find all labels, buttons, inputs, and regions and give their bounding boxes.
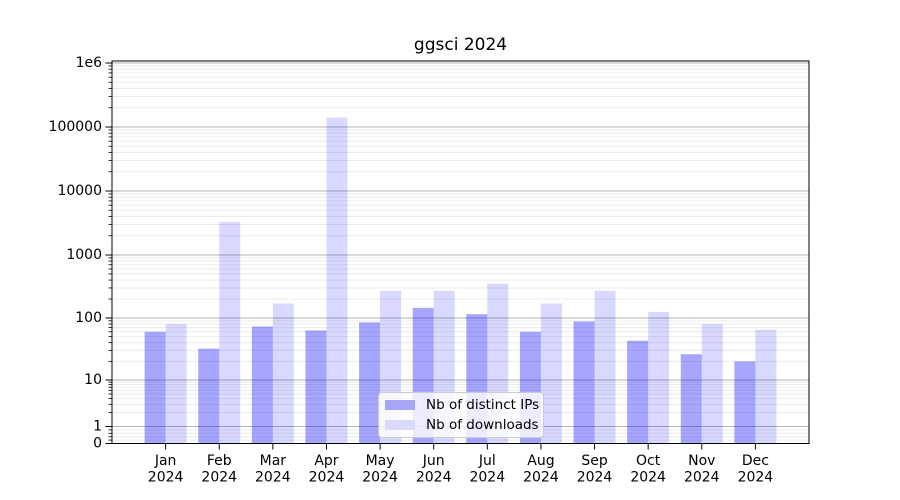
bar-downloads <box>701 324 723 444</box>
x-tick-label-year: 2024 <box>523 470 559 486</box>
y-tick-label: 10000 <box>57 183 102 199</box>
x-tick-label-year: 2024 <box>684 470 720 486</box>
x-tick-label-year: 2024 <box>255 470 291 486</box>
bar-distinct-ips <box>305 330 327 444</box>
bar-downloads <box>648 311 670 444</box>
bar-downloads <box>326 117 348 444</box>
x-tick-label-year: 2024 <box>148 470 184 486</box>
bar-distinct-ips <box>627 340 649 444</box>
x-tick-label-year: 2024 <box>738 470 774 486</box>
x-tick-label-month: Jan <box>154 453 177 469</box>
x-tick-label-year: 2024 <box>309 470 345 486</box>
y-tick-label: 1000 <box>66 247 102 263</box>
x-tick-label-month: Dec <box>742 453 769 469</box>
y-tick-label: 1 <box>93 419 102 435</box>
x-tick-label-year: 2024 <box>201 470 237 486</box>
y-tick-label: 1e6 <box>76 55 103 71</box>
bar-downloads <box>594 290 616 444</box>
legend-swatch-distinct-ips <box>385 400 415 411</box>
legend-label-downloads: Nb of downloads <box>426 416 539 433</box>
bar-distinct-ips <box>734 361 756 444</box>
x-tick-label-month: Sep <box>581 453 608 469</box>
x-tick-label-year: 2024 <box>630 470 666 486</box>
y-tick-label: 100000 <box>49 119 102 135</box>
bar-downloads <box>219 221 241 444</box>
chart-title: ggsci 2024 <box>413 35 508 55</box>
bar-distinct-ips <box>680 354 702 444</box>
x-tick-label-month: Nov <box>688 453 715 469</box>
y-tick-label: 100 <box>75 310 102 326</box>
x-tick-label-year: 2024 <box>577 470 613 486</box>
bar-downloads <box>165 324 187 444</box>
bar-distinct-ips <box>198 348 220 444</box>
x-tick-label-month: Mar <box>260 453 287 469</box>
x-tick-label-month: Jun <box>422 453 445 469</box>
bar-distinct-ips <box>573 321 595 444</box>
x-tick-label-year: 2024 <box>416 470 452 486</box>
bar-downloads <box>755 329 777 444</box>
x-tick-label-year: 2024 <box>362 470 398 486</box>
x-tick-label-month: Feb <box>207 453 232 469</box>
bar-distinct-ips <box>144 331 166 444</box>
x-tick-label-month: Apr <box>314 453 338 469</box>
x-tick-label-year: 2024 <box>469 470 505 486</box>
y-tick-label: 10 <box>84 372 102 388</box>
legend-label-distinct-ips: Nb of distinct IPs <box>426 397 540 414</box>
y-tick-label: 0 <box>93 436 102 452</box>
x-tick-label-month: Oct <box>636 453 661 469</box>
x-tick-label-month: Aug <box>527 453 554 469</box>
bar-downloads <box>540 303 562 444</box>
bar-downloads <box>272 303 294 444</box>
plot-frame <box>111 60 810 444</box>
bar-distinct-ips <box>251 326 273 444</box>
x-tick-label-month: May <box>366 453 395 469</box>
legend: Nb of distinct IPs Nb of downloads <box>378 392 544 438</box>
legend-item-distinct-ips: Nb of distinct IPs <box>385 396 540 414</box>
legend-swatch-downloads <box>385 419 415 430</box>
bar-distinct-ips <box>359 322 381 444</box>
x-tick-label-month: Jul <box>478 453 496 469</box>
legend-item-downloads: Nb of downloads <box>385 416 539 434</box>
